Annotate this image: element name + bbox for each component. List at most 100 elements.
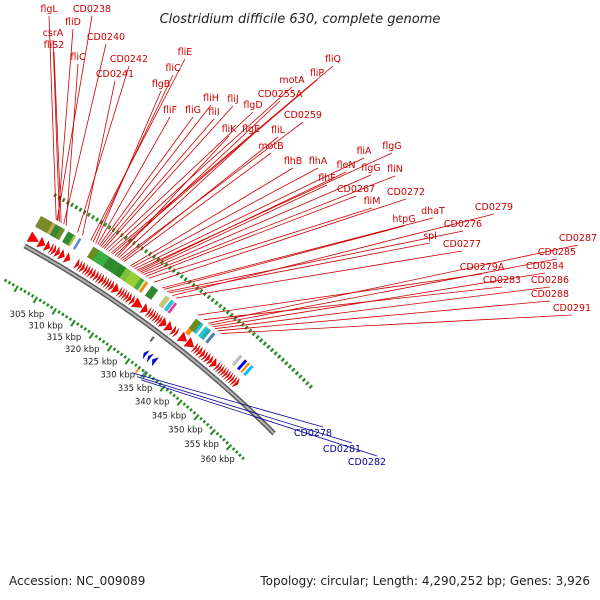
tick-label: 350 kbp [168, 426, 203, 436]
minor-tick [175, 396, 180, 401]
forward-gene-label: CD0287 [559, 233, 597, 244]
forward-gene-arrow [225, 372, 234, 382]
map-title: Clostridium difficile 630, complete geno… [160, 12, 441, 27]
forward-label-leader [65, 63, 79, 226]
minor-tick [215, 431, 220, 436]
tick-label: 340 kbp [135, 397, 170, 407]
forward-label-leader [134, 157, 365, 270]
forward-gene-arrow [84, 265, 91, 276]
outer-tick [127, 238, 132, 243]
outer-tick [301, 377, 307, 383]
cog-band [54, 226, 66, 241]
forward-gene-label: CD0255A [258, 89, 303, 100]
forward-gene-label: CD0267 [337, 184, 375, 195]
forward-gene-label: dhaT [421, 206, 445, 217]
genome-summary-text: Topology: circular; Length: 4,290,252 bp… [260, 574, 590, 588]
forward-label-leader [57, 28, 74, 221]
forward-gene-label: flhB [284, 156, 303, 167]
forward-gene-arrow [50, 245, 57, 255]
forward-label-leader [52, 39, 60, 222]
forward-label-leader [168, 242, 431, 294]
minor-tick [27, 291, 31, 296]
forward-label-leader [56, 15, 93, 221]
forward-label-leader [97, 116, 171, 245]
outer-tick [218, 303, 223, 309]
forward-gene-label: fliD [65, 17, 81, 28]
forward-gene-arrow [47, 243, 54, 254]
forward-gene-label: CD0241 [96, 69, 134, 80]
minor-tick [123, 355, 127, 359]
outer-tick [273, 351, 278, 356]
forward-gene-label: CD0242 [110, 54, 148, 65]
minor-tick [112, 347, 117, 352]
reverse-label-leader [136, 376, 353, 444]
forward-gene-label: CD0279A [460, 262, 505, 273]
forward-label-leader [175, 250, 463, 299]
forward-label-leader [139, 184, 328, 273]
forward-gene-track [26, 231, 240, 387]
forward-gene-label: CD0285 [538, 247, 576, 258]
forward-gene-label: fliI [208, 107, 219, 118]
forward-gene-label: fliE [178, 47, 193, 58]
outer-tick [266, 344, 271, 350]
forward-label-leader [108, 86, 293, 252]
forward-gene-arrow [217, 365, 225, 375]
reverse-gene-label: CD0281 [323, 444, 361, 455]
minor-tick [94, 334, 99, 339]
minor-tick [3, 278, 8, 283]
forward-gene-arrow [102, 278, 110, 288]
forward-gene-label: fliL [271, 125, 286, 136]
forward-gene-arrow [116, 286, 123, 297]
forward-gene-label: fliA [356, 146, 372, 157]
minor-tick [182, 402, 187, 406]
forward-gene-arrow [149, 310, 157, 320]
forward-label-leader [153, 198, 407, 283]
outer-tick [82, 209, 87, 215]
cog-band [193, 322, 204, 335]
forward-gene-arrow [155, 315, 163, 325]
cog-band [67, 234, 77, 247]
forward-label-leader [138, 171, 347, 272]
minor-tick [141, 368, 145, 373]
forward-gene-label: fliK [222, 124, 238, 135]
forward-gene-label: fleN [337, 160, 356, 171]
tick-label: 305 kbp [10, 310, 45, 320]
forward-gene-label: motA [279, 75, 305, 86]
outer-tick [244, 325, 249, 330]
forward-gene-label: motB [258, 141, 283, 152]
forward-label-leader [166, 230, 464, 292]
outer-tick [74, 205, 79, 210]
forward-label-leader [208, 244, 579, 324]
outer-tick [269, 347, 275, 353]
forward-gene-arrow [215, 363, 223, 373]
forward-gene-arrow [26, 231, 39, 242]
forward-gene-label: fliG [185, 105, 201, 116]
forward-label-leader [136, 152, 393, 271]
outer-tick [277, 354, 282, 359]
forward-gene-label: CD0259 [284, 110, 322, 121]
forward-gene-label: CD0272 [387, 187, 425, 198]
tick-label: 345 kbp [152, 411, 187, 421]
forward-gene-arrow [153, 313, 161, 324]
reverse-label-leader [141, 379, 378, 457]
outer-tick [225, 309, 230, 315]
outer-tick [123, 235, 128, 241]
forward-gene-arrow [73, 258, 80, 269]
cog-band [167, 302, 178, 314]
forward-gene-label: fliC [165, 63, 181, 74]
major-tick [193, 413, 200, 421]
forward-gene-arrow [221, 369, 230, 378]
forward-gene-label: fliP [310, 68, 325, 79]
minor-tick [57, 310, 61, 314]
major-tick [88, 332, 95, 340]
cog-band [243, 364, 254, 377]
forward-gene-label: CD0276 [444, 219, 482, 230]
forward-gene-label: CD0238 [73, 4, 111, 15]
forward-gene-label: CD0284 [526, 261, 564, 272]
minor-tick [98, 337, 102, 341]
cog-band [138, 281, 149, 294]
reverse-gene-label: CD0282 [348, 457, 386, 468]
outer-tick [305, 381, 310, 386]
forward-gene-label: flgG [382, 141, 401, 152]
